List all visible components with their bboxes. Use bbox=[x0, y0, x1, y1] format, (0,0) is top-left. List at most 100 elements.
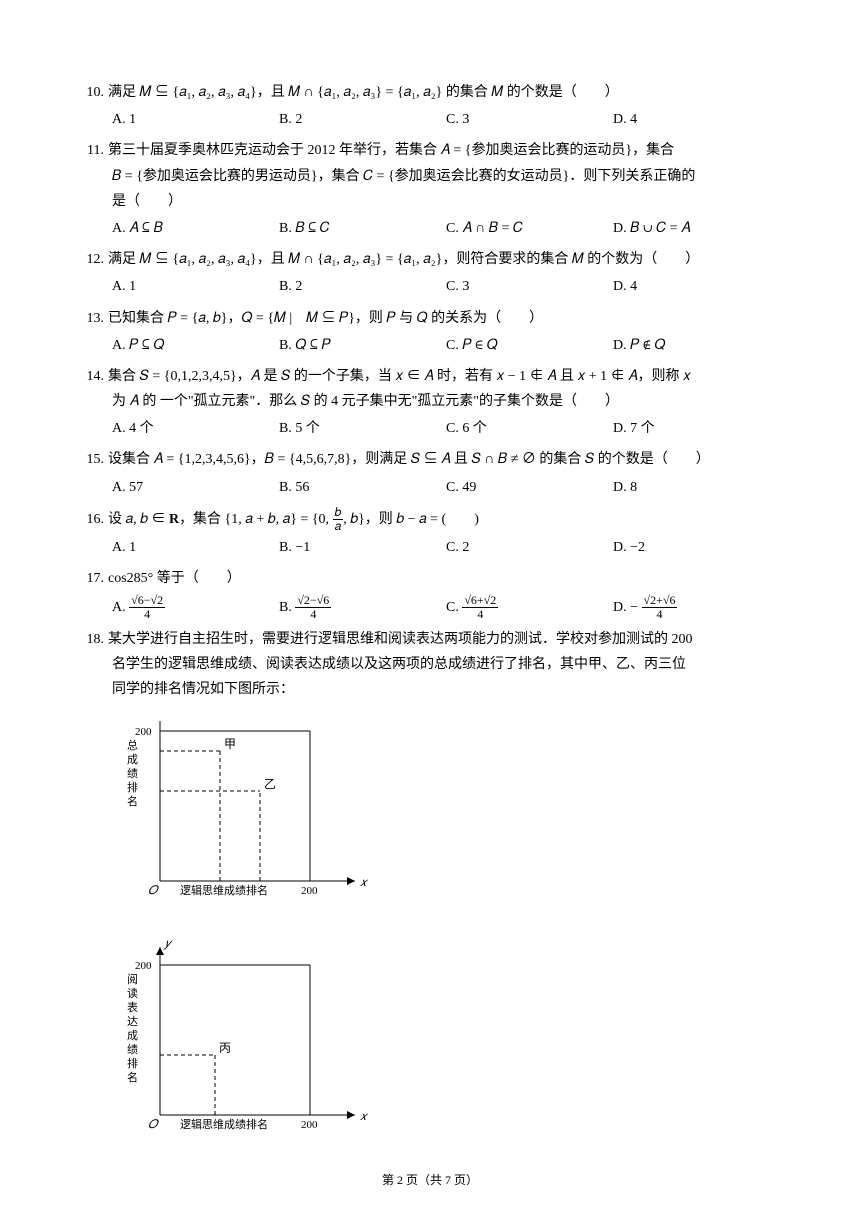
svg-text:绩: 绩 bbox=[127, 767, 138, 780]
option: B. 56 bbox=[279, 475, 446, 500]
option: A. 57 bbox=[112, 475, 279, 500]
option: D. 𝑃 ∉ 𝑄 bbox=[613, 333, 780, 358]
chart-total-vs-logic: 𝑂𝑥𝑦200总成绩排名200逻辑思维成绩排名甲乙 bbox=[112, 721, 780, 906]
question-stem: 满足 𝑀 ⊆ {𝑎₁, 𝑎₂, 𝑎₃, 𝑎₄}，且 𝑀 ∩ {𝑎₁, 𝑎₂, 𝑎… bbox=[108, 80, 780, 105]
option: A. 1 bbox=[112, 535, 279, 560]
question-cont: 为 𝐴 的 一个"孤立元素"．那么 𝑆 的 4 元子集中无"孤立元素"的子集个数… bbox=[80, 389, 780, 414]
question-cont: 是（ ） bbox=[80, 189, 780, 214]
svg-text:达: 达 bbox=[127, 1015, 138, 1028]
svg-text:丙: 丙 bbox=[219, 1041, 231, 1055]
question-17: 17.cos285° 等于（ ） A. √6−√24B. √2−√64C. √6+… bbox=[80, 566, 780, 621]
question-15: 15.设集合 𝐴 = {1,2,3,4,5,6}，𝐵 = {4,5,6,7,8}… bbox=[80, 447, 780, 499]
question-11: 11.第三十届夏季奥林匹克运动会于 2012 年举行，若集合 𝐴 = {参加奥运… bbox=[80, 138, 780, 241]
option: C. 6 个 bbox=[446, 416, 613, 441]
svg-text:名: 名 bbox=[127, 1070, 138, 1084]
options-row: A. 𝐴 ⊆ 𝐵B. 𝐵 ⊆ 𝐶C. 𝐴 ∩ 𝐵 = 𝐶D. 𝐵 ∪ 𝐶 = 𝐴 bbox=[80, 216, 780, 241]
question-stem: 设 𝑎, 𝑏 ∈ R，集合 {1, 𝑎 + 𝑏, 𝑎} = {0, 𝑏𝑎, 𝑏}… bbox=[108, 506, 780, 533]
question-14: 14.集合 𝑆 = {0,1,2,3,4,5}，𝐴 是 𝑆 的一个子集，当 𝑥 … bbox=[80, 364, 780, 442]
question-cont: 同学的排名情况如下图所示： bbox=[80, 677, 780, 702]
options-row: A. 1B. 2C. 3D. 4 bbox=[80, 274, 780, 299]
option: D. 4 bbox=[613, 107, 780, 132]
option: C. 3 bbox=[446, 274, 613, 299]
question-cont: 名学生的逻辑思维成绩、阅读表达成绩以及这两项的总成绩进行了排名，其中甲、乙、丙三… bbox=[80, 652, 780, 677]
option: A. 1 bbox=[112, 274, 279, 299]
option: B. 5 个 bbox=[279, 416, 446, 441]
question-number: 12. bbox=[80, 247, 108, 272]
chart2-svg: 𝑂𝑥𝑦200阅读表达成绩排名200逻辑思维成绩排名丙 bbox=[112, 930, 372, 1140]
svg-text:200: 200 bbox=[135, 726, 152, 738]
svg-text:名: 名 bbox=[127, 794, 138, 808]
question-number: 13. bbox=[80, 306, 108, 331]
svg-text:读: 读 bbox=[127, 986, 138, 1000]
chart-reading-vs-logic: 𝑂𝑥𝑦200阅读表达成绩排名200逻辑思维成绩排名丙 bbox=[112, 930, 780, 1140]
option: D. − √2+√64 bbox=[613, 594, 780, 621]
option: B. 2 bbox=[279, 107, 446, 132]
question-18: 18.某大学进行自主招生时，需要进行逻辑思维和阅读表达两项能力的测试．学校对参加… bbox=[80, 627, 780, 703]
svg-text:乙: 乙 bbox=[264, 777, 276, 791]
option: B. √2−√64 bbox=[279, 594, 446, 621]
option: A. 1 bbox=[112, 107, 279, 132]
svg-text:甲: 甲 bbox=[224, 737, 236, 751]
svg-text:200: 200 bbox=[135, 960, 152, 972]
question-number: 16. bbox=[80, 507, 108, 532]
svg-text:200: 200 bbox=[301, 885, 318, 897]
option: C. 𝐴 ∩ 𝐵 = 𝐶 bbox=[446, 216, 613, 241]
options-row: A. 1B. −1C. 2D. −2 bbox=[80, 535, 780, 560]
svg-text:排: 排 bbox=[127, 1056, 138, 1070]
option: A. 4 个 bbox=[112, 416, 279, 441]
svg-text:200: 200 bbox=[301, 1119, 318, 1131]
svg-text:阅: 阅 bbox=[127, 973, 138, 986]
option: D. −2 bbox=[613, 535, 780, 560]
question-number: 18. bbox=[80, 627, 108, 652]
option: C. 49 bbox=[446, 475, 613, 500]
svg-text:绩: 绩 bbox=[127, 1043, 138, 1056]
question-stem: cos285° 等于（ ） bbox=[108, 566, 780, 591]
question-stem: 第三十届夏季奥林匹克运动会于 2012 年举行，若集合 𝐴 = {参加奥运会比赛… bbox=[108, 138, 780, 163]
question-number: 15. bbox=[80, 447, 108, 472]
svg-text:成: 成 bbox=[127, 753, 138, 766]
svg-text:𝑥: 𝑥 bbox=[360, 875, 369, 889]
options-row: A. √6−√24B. √2−√64C. √6+√24D. − √2+√64 bbox=[80, 594, 780, 621]
option: B. 𝐵 ⊆ 𝐶 bbox=[279, 216, 446, 241]
page-footer: 第 2 页（共 7 页） bbox=[80, 1170, 780, 1192]
option: A. √6−√24 bbox=[112, 594, 279, 621]
question-13: 13.已知集合 𝑃 = {𝑎, 𝑏}，𝑄 = {𝑀 | 𝑀 ⊆ 𝑃}，则 𝑃 与… bbox=[80, 306, 780, 358]
option: D. 4 bbox=[613, 274, 780, 299]
question-stem: 满足 𝑀 ⊆ {𝑎₁, 𝑎₂, 𝑎₃, 𝑎₄}，且 𝑀 ∩ {𝑎₁, 𝑎₂, 𝑎… bbox=[108, 247, 780, 272]
svg-text:逻辑思维成绩排名: 逻辑思维成绩排名 bbox=[180, 1117, 268, 1131]
option: B. −1 bbox=[279, 535, 446, 560]
option: A. 𝐴 ⊆ 𝐵 bbox=[112, 216, 279, 241]
svg-text:𝑂: 𝑂 bbox=[148, 1117, 159, 1131]
question-10: 10.满足 𝑀 ⊆ {𝑎₁, 𝑎₂, 𝑎₃, 𝑎₄}，且 𝑀 ∩ {𝑎₁, 𝑎₂… bbox=[80, 80, 780, 132]
option: B. 2 bbox=[279, 274, 446, 299]
options-row: A. 4 个B. 5 个C. 6 个D. 7 个 bbox=[80, 416, 780, 441]
option: C. 2 bbox=[446, 535, 613, 560]
option: B. 𝑄 ⊆ 𝑃 bbox=[279, 333, 446, 358]
svg-text:排: 排 bbox=[127, 780, 138, 794]
question-stem: 设集合 𝐴 = {1,2,3,4,5,6}，𝐵 = {4,5,6,7,8}，则满… bbox=[108, 447, 780, 472]
question-16: 16.设 𝑎, 𝑏 ∈ R，集合 {1, 𝑎 + 𝑏, 𝑎} = {0, 𝑏𝑎,… bbox=[80, 506, 780, 561]
question-stem: 集合 𝑆 = {0,1,2,3,4,5}，𝐴 是 𝑆 的一个子集，当 𝑥 ∈ 𝐴… bbox=[108, 364, 780, 389]
question-stem: 某大学进行自主招生时，需要进行逻辑思维和阅读表达两项能力的测试．学校对参加测试的… bbox=[108, 627, 780, 652]
option: A. 𝑃 ⊆ 𝑄 bbox=[112, 333, 279, 358]
svg-text:𝑦: 𝑦 bbox=[163, 936, 173, 950]
question-stem: 已知集合 𝑃 = {𝑎, 𝑏}，𝑄 = {𝑀 | 𝑀 ⊆ 𝑃}，则 𝑃 与 𝑄 … bbox=[108, 306, 780, 331]
option: D. 𝐵 ∪ 𝐶 = 𝐴 bbox=[613, 216, 780, 241]
question-cont: 𝐵 = {参加奥运会比赛的男运动员}，集合 𝐶 = {参加奥运会比赛的女运动员}… bbox=[80, 164, 780, 189]
question-number: 11. bbox=[80, 138, 108, 163]
options-row: A. 57B. 56C. 49D. 8 bbox=[80, 475, 780, 500]
chart1-svg: 𝑂𝑥𝑦200总成绩排名200逻辑思维成绩排名甲乙 bbox=[112, 721, 372, 906]
option: C. 3 bbox=[446, 107, 613, 132]
svg-text:成: 成 bbox=[127, 1029, 138, 1042]
options-row: A. 1B. 2C. 3D. 4 bbox=[80, 107, 780, 132]
options-row: A. 𝑃 ⊆ 𝑄B. 𝑄 ⊆ 𝑃C. 𝑃 ∈ 𝑄D. 𝑃 ∉ 𝑄 bbox=[80, 333, 780, 358]
question-number: 14. bbox=[80, 364, 108, 389]
option: D. 7 个 bbox=[613, 416, 780, 441]
svg-text:𝑂: 𝑂 bbox=[148, 883, 159, 897]
question-number: 10. bbox=[80, 80, 108, 105]
svg-text:𝑥: 𝑥 bbox=[360, 1109, 369, 1123]
option: C. 𝑃 ∈ 𝑄 bbox=[446, 333, 613, 358]
question-number: 17. bbox=[80, 566, 108, 591]
svg-text:逻辑思维成绩排名: 逻辑思维成绩排名 bbox=[180, 883, 268, 897]
option: C. √6+√24 bbox=[446, 594, 613, 621]
